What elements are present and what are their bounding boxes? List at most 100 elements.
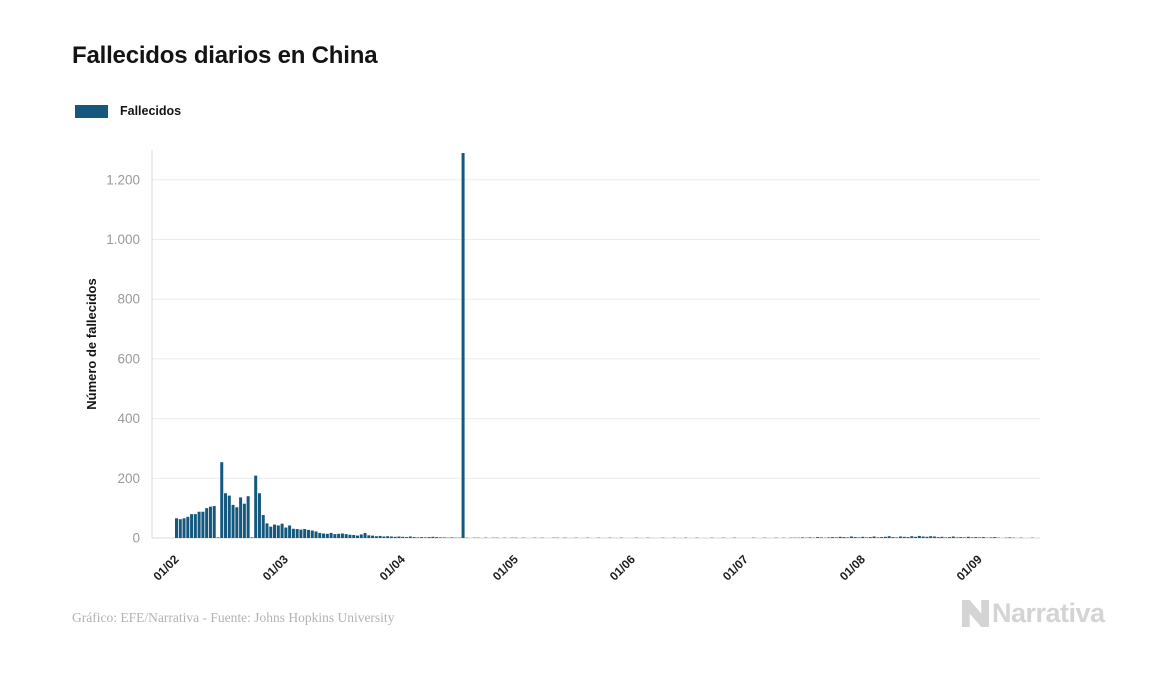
bar[interactable] <box>819 537 823 538</box>
bar[interactable] <box>273 524 277 538</box>
bar[interactable] <box>220 462 224 538</box>
legend-item-fallecidos[interactable]: Fallecidos <box>75 104 181 118</box>
bar[interactable] <box>239 497 243 538</box>
bar[interactable] <box>276 525 280 538</box>
bar[interactable] <box>925 536 929 538</box>
bar[interactable] <box>382 536 386 538</box>
bar[interactable] <box>993 537 997 538</box>
bar[interactable] <box>378 535 382 538</box>
bar[interactable] <box>318 532 322 538</box>
bar[interactable] <box>175 518 178 538</box>
bar[interactable] <box>178 519 182 538</box>
bar[interactable] <box>254 475 258 538</box>
bar[interactable] <box>269 526 273 538</box>
bar[interactable] <box>910 536 914 538</box>
bar[interactable] <box>344 534 348 538</box>
bar[interactable] <box>800 537 804 538</box>
bar[interactable] <box>314 531 318 538</box>
bar[interactable] <box>303 529 307 538</box>
bar[interactable] <box>408 536 412 538</box>
bar[interactable] <box>857 537 861 538</box>
bar[interactable] <box>849 536 853 538</box>
bar[interactable] <box>265 523 269 538</box>
bar[interactable] <box>932 536 936 538</box>
bar[interactable] <box>868 537 872 538</box>
bar[interactable] <box>235 507 239 538</box>
bar[interactable] <box>405 537 409 538</box>
bar[interactable] <box>929 536 933 538</box>
bar[interactable] <box>280 523 284 538</box>
bar[interactable] <box>186 516 190 538</box>
bar[interactable] <box>981 537 985 538</box>
bar[interactable] <box>340 533 344 538</box>
bar[interactable] <box>989 537 993 538</box>
bar[interactable] <box>261 515 265 538</box>
bar[interactable] <box>284 527 288 538</box>
bar[interactable] <box>325 533 329 538</box>
bar[interactable] <box>310 530 314 538</box>
bar[interactable] <box>288 525 292 538</box>
bar[interactable] <box>374 536 378 538</box>
bar[interactable] <box>861 536 865 538</box>
bar[interactable] <box>948 537 951 538</box>
bar[interactable] <box>359 534 363 538</box>
bar[interactable] <box>386 536 390 538</box>
bar[interactable] <box>853 537 857 538</box>
bar[interactable] <box>842 537 846 538</box>
bar[interactable] <box>231 504 235 538</box>
bar[interactable] <box>450 537 454 538</box>
bar[interactable] <box>201 511 205 538</box>
bar[interactable] <box>887 536 891 538</box>
bar[interactable] <box>865 537 869 538</box>
bar[interactable] <box>371 535 375 538</box>
bar[interactable] <box>216 537 220 538</box>
bar[interactable] <box>834 537 838 538</box>
bar[interactable] <box>951 536 955 538</box>
bar[interactable] <box>401 536 405 538</box>
bar[interactable] <box>963 537 967 538</box>
bar[interactable] <box>420 537 424 538</box>
bar[interactable] <box>337 533 341 538</box>
bar[interactable] <box>880 537 884 538</box>
bar[interactable] <box>182 518 186 538</box>
bar[interactable] <box>895 537 899 538</box>
bar[interactable] <box>974 537 978 538</box>
bar[interactable] <box>966 536 970 538</box>
bar[interactable] <box>898 536 902 538</box>
bar[interactable] <box>250 537 254 538</box>
bar[interactable] <box>838 536 842 538</box>
bar[interactable] <box>246 496 250 538</box>
bar[interactable] <box>412 537 416 538</box>
bar[interactable] <box>197 511 201 538</box>
bar[interactable] <box>208 506 212 538</box>
bar[interactable] <box>299 529 303 538</box>
bar[interactable] <box>242 503 246 538</box>
bar[interactable] <box>397 536 401 538</box>
bar[interactable] <box>435 537 439 538</box>
bar[interactable] <box>212 506 216 538</box>
bar[interactable] <box>816 537 820 538</box>
bar[interactable] <box>291 528 295 538</box>
bar[interactable] <box>322 533 326 538</box>
bar[interactable] <box>416 537 420 538</box>
bar[interactable] <box>442 537 446 538</box>
bar[interactable] <box>356 535 359 538</box>
bar[interactable] <box>257 493 261 538</box>
bar[interactable] <box>891 537 895 538</box>
bar[interactable] <box>921 536 925 538</box>
bar[interactable] <box>876 537 880 538</box>
bar[interactable] <box>936 537 940 538</box>
bar[interactable] <box>205 508 209 538</box>
bar[interactable] <box>940 536 944 538</box>
bar[interactable] <box>914 536 918 538</box>
bar[interactable] <box>872 536 876 538</box>
bar[interactable] <box>367 535 371 538</box>
bar[interactable] <box>808 537 812 538</box>
bar[interactable] <box>955 537 959 538</box>
bar[interactable] <box>944 537 948 538</box>
bar[interactable] <box>295 529 299 538</box>
bar[interactable] <box>329 532 333 538</box>
bar[interactable] <box>827 537 831 538</box>
bar[interactable] <box>190 514 194 538</box>
bar[interactable] <box>333 534 337 538</box>
